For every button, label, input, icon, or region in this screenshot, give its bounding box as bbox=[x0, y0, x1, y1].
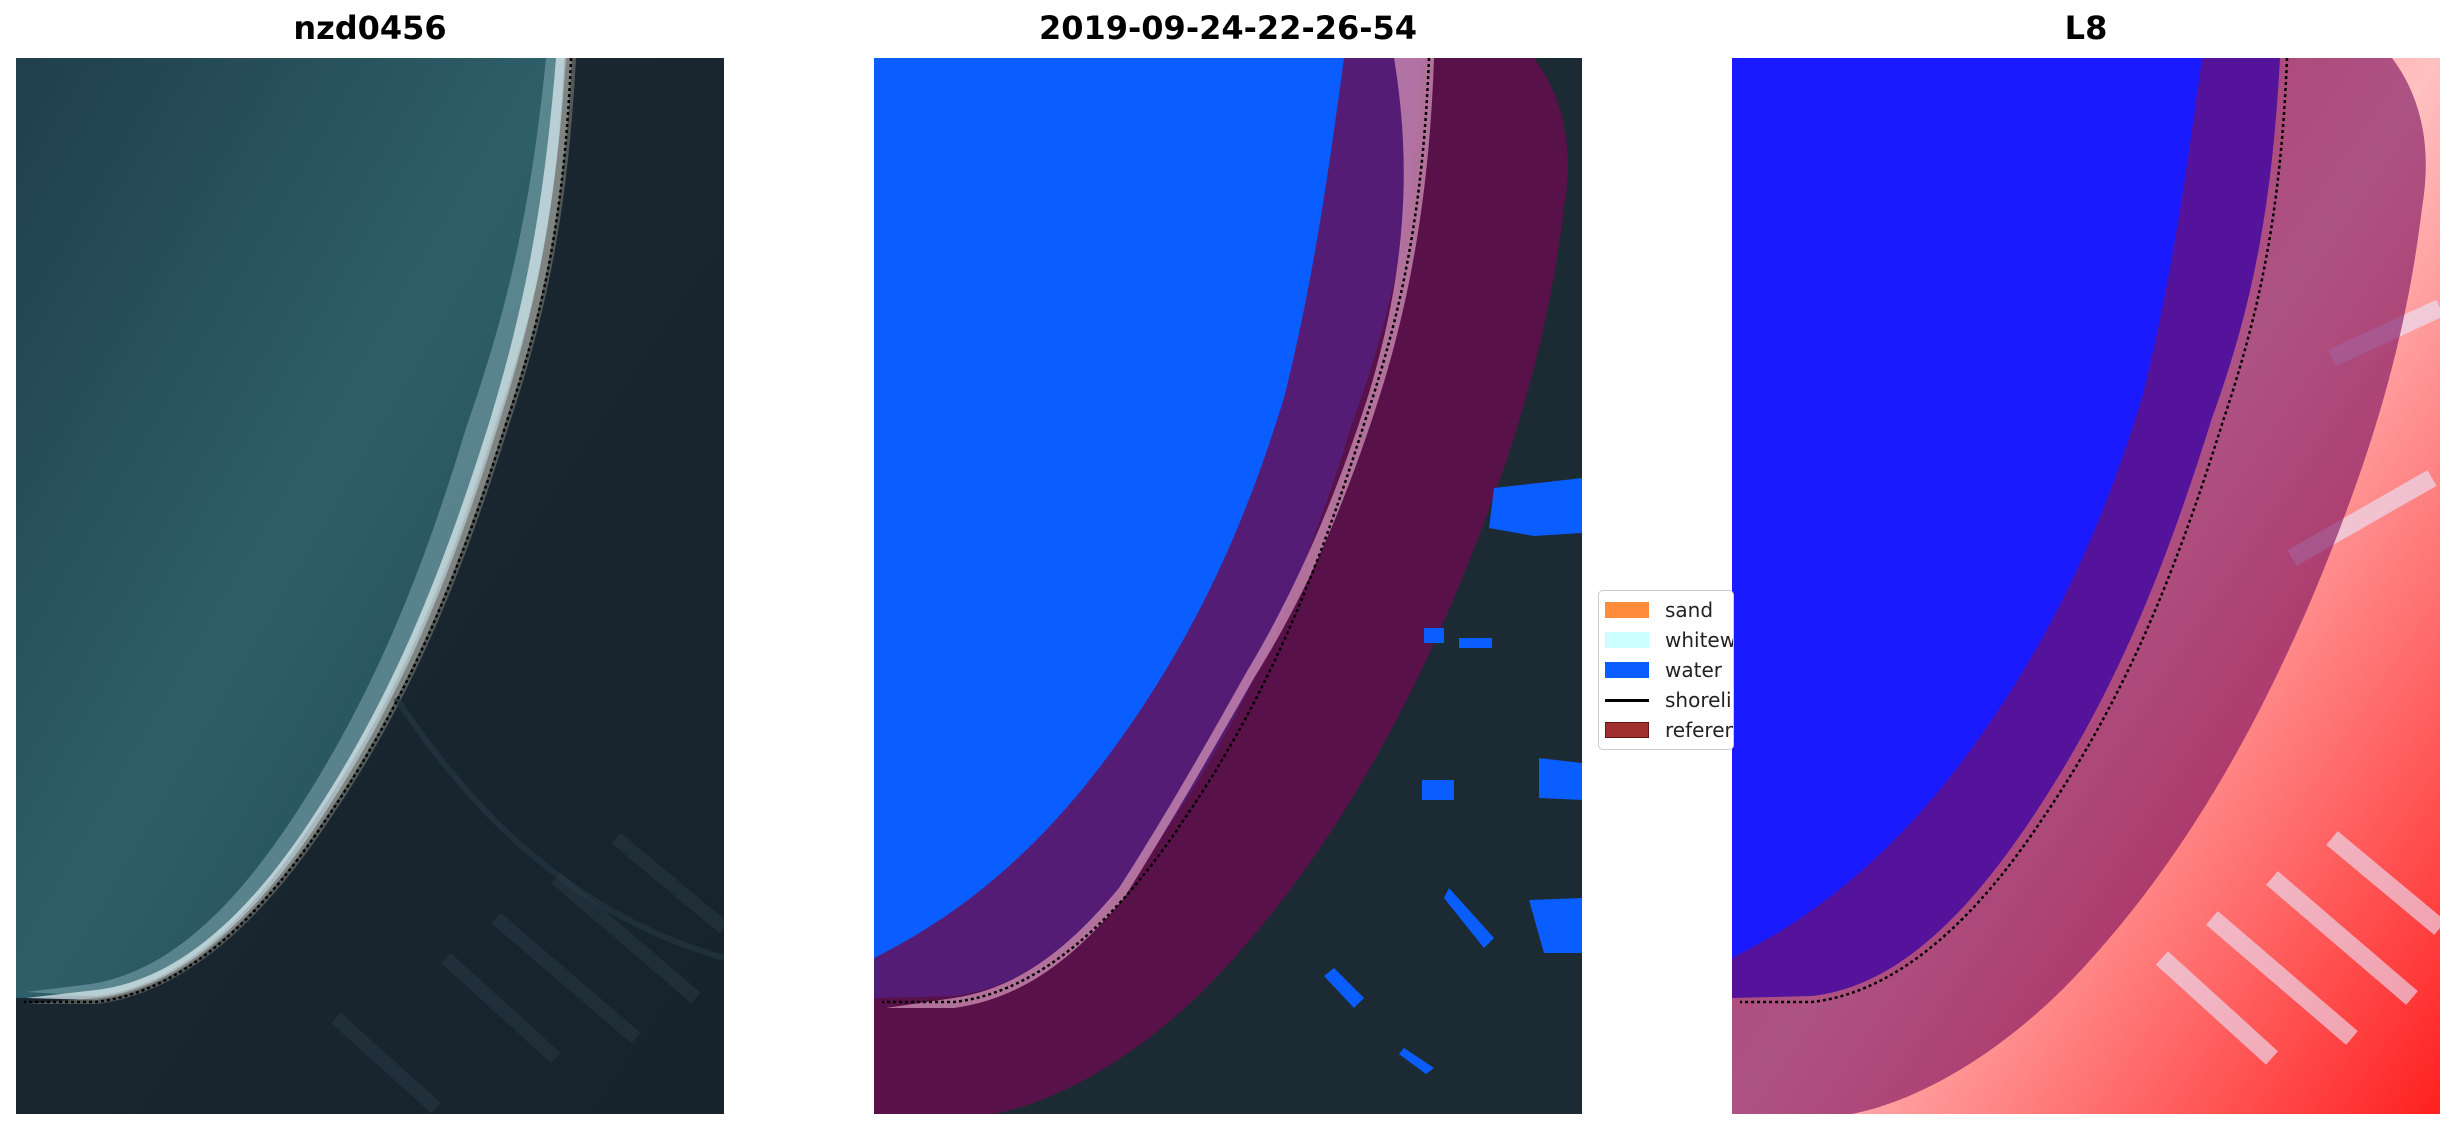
panel-title-classified: 2019-09-24-22-26-54 bbox=[1038, 9, 1418, 47]
water-ndwi bbox=[1732, 58, 2280, 998]
legend-item-shoreline: shoreline bbox=[1605, 687, 1733, 713]
reference-swatch bbox=[1605, 722, 1649, 738]
shoreline-contour bbox=[1740, 58, 2289, 1004]
legend-item-sand: sand bbox=[1605, 597, 1713, 623]
legend-item-water: water bbox=[1605, 657, 1722, 683]
sand-swatch bbox=[1605, 602, 1649, 618]
whitewater-class bbox=[886, 58, 1434, 1008]
legend-item-reference: reference shoreline buffer bbox=[1605, 717, 1733, 743]
water-class-area bbox=[874, 58, 1422, 998]
classified-image-panel bbox=[874, 58, 1582, 1114]
legend-label: reference shoreline buffer bbox=[1665, 718, 1733, 742]
panel-title-ndwi: L8 bbox=[2064, 9, 2108, 47]
ocean-area bbox=[16, 58, 564, 998]
shoreline-contour bbox=[24, 58, 573, 1004]
panel-title-rgb: nzd0456 bbox=[293, 9, 447, 47]
ridge-streaks bbox=[2155, 299, 2440, 1065]
sand-beach bbox=[26, 58, 576, 1004]
water-swatch bbox=[1605, 662, 1649, 678]
legend-label: sand bbox=[1665, 598, 1714, 622]
legend-label: shoreline bbox=[1665, 688, 1733, 712]
whitewater-swatch bbox=[1605, 632, 1649, 648]
rgb-image-panel bbox=[16, 58, 724, 1114]
ridge-lines bbox=[331, 832, 724, 1114]
drainage-line bbox=[393, 696, 724, 961]
shoreline-contour bbox=[882, 58, 1431, 1004]
whitewater-band bbox=[26, 58, 572, 1000]
ndwi-image-panel bbox=[1732, 58, 2440, 1114]
shoreline-swatch bbox=[1605, 698, 1649, 702]
legend-label: water bbox=[1665, 658, 1722, 682]
